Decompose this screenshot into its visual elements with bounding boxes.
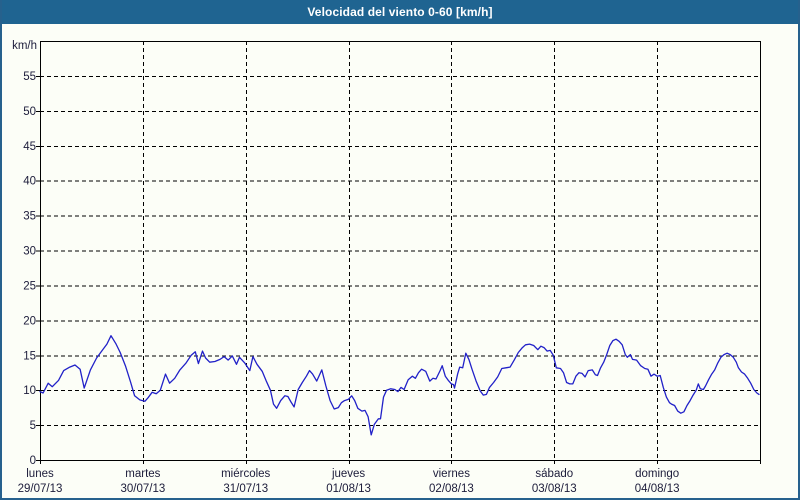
y-tick-label: 5 <box>30 420 36 432</box>
y-tick-label: 50 <box>23 106 36 118</box>
y-tick-label: 30 <box>23 246 36 258</box>
y-tick-label: 20 <box>23 315 36 327</box>
plot-frame <box>40 41 761 461</box>
y-tick-label: 45 <box>23 141 36 153</box>
y-tick-label: 40 <box>23 176 36 188</box>
x-date-label: 02/08/13 <box>429 483 474 495</box>
chart-title-bar: Velocidad del viento 0-60 [km/h] <box>2 0 798 24</box>
y-tick-label: 10 <box>23 385 36 397</box>
y-axis-unit-label: km/h <box>12 40 37 52</box>
chart-title: Velocidad del viento 0-60 [km/h] <box>307 5 493 19</box>
x-date-label: 30/07/13 <box>120 483 165 495</box>
x-date-label: 04/08/13 <box>635 483 680 495</box>
x-day-label: domingo <box>635 468 679 480</box>
wind-speed-line <box>39 335 760 436</box>
x-date-label: 29/07/13 <box>18 483 63 495</box>
y-tick-label: 35 <box>23 211 36 223</box>
x-date-label: 03/08/13 <box>532 483 577 495</box>
y-tick-label: 0 <box>30 455 36 467</box>
y-tick-label: 15 <box>23 350 36 362</box>
x-day-label: martes <box>125 468 160 480</box>
x-date-label: 01/08/13 <box>326 483 371 495</box>
y-tick-label: 25 <box>23 280 36 292</box>
x-day-label: viernes <box>433 468 470 480</box>
x-day-label: miércoles <box>221 468 270 480</box>
x-day-label: lunes <box>26 468 54 480</box>
x-date-label: 31/07/13 <box>223 483 268 495</box>
y-tick-label: 55 <box>23 71 36 83</box>
x-day-label: jueves <box>331 468 365 480</box>
x-day-label: sábado <box>535 468 573 480</box>
